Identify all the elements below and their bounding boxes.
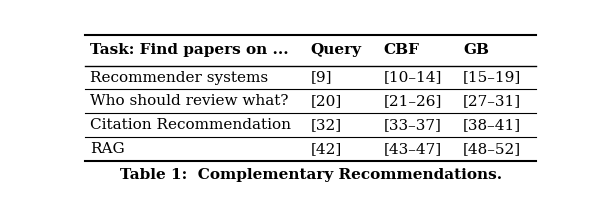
Text: Citation Recommendation: Citation Recommendation bbox=[90, 118, 291, 132]
Text: [20]: [20] bbox=[310, 94, 342, 108]
Text: [32]: [32] bbox=[310, 118, 342, 132]
Text: [42]: [42] bbox=[310, 142, 342, 156]
Text: [43–47]: [43–47] bbox=[384, 142, 442, 156]
Text: [33–37]: [33–37] bbox=[384, 118, 441, 132]
Text: CBF: CBF bbox=[384, 43, 419, 57]
Text: [48–52]: [48–52] bbox=[463, 142, 521, 156]
Text: Recommender systems: Recommender systems bbox=[90, 71, 268, 85]
Text: Table 1:  Complementary Recommendations.: Table 1: Complementary Recommendations. bbox=[119, 168, 502, 182]
Text: RAG: RAG bbox=[90, 142, 125, 156]
Text: GB: GB bbox=[463, 43, 489, 57]
Text: [10–14]: [10–14] bbox=[384, 71, 442, 85]
Text: Query: Query bbox=[310, 43, 362, 57]
Text: [38–41]: [38–41] bbox=[463, 118, 521, 132]
Text: [27–31]: [27–31] bbox=[463, 94, 521, 108]
Text: Who should review what?: Who should review what? bbox=[90, 94, 288, 108]
Text: [15–19]: [15–19] bbox=[463, 71, 521, 85]
Text: [9]: [9] bbox=[310, 71, 332, 85]
Text: Task: Find papers on ...: Task: Find papers on ... bbox=[90, 43, 288, 57]
Text: [21–26]: [21–26] bbox=[384, 94, 442, 108]
